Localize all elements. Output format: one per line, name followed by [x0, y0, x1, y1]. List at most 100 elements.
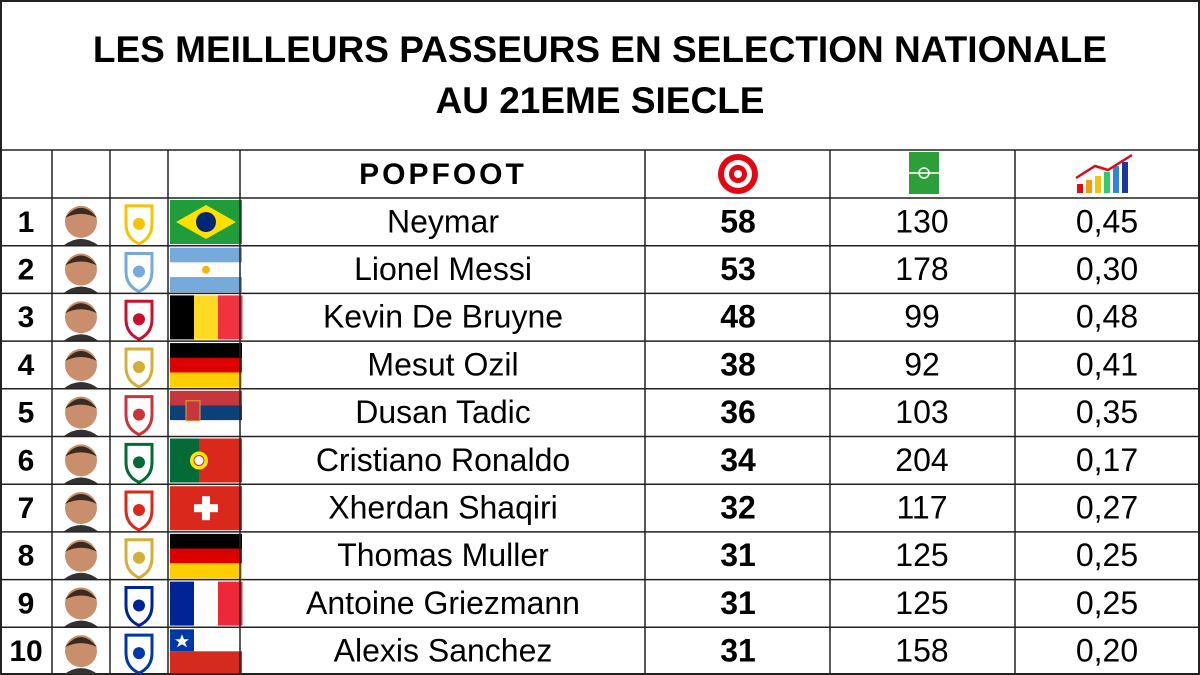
flag-stripe [170, 295, 195, 340]
flag-stripe [170, 581, 195, 626]
ratio: 0,41 [1076, 346, 1138, 382]
player-photo [63, 253, 99, 294]
ratio: 0,30 [1076, 251, 1138, 287]
federation-badge [124, 395, 154, 437]
rank: 8 [18, 540, 35, 573]
rank: 7 [18, 492, 35, 525]
player-photo [63, 301, 99, 342]
ratio: 0,17 [1076, 442, 1138, 478]
flag-stripe [170, 548, 242, 564]
flag-cross [194, 504, 218, 513]
player-photo [63, 635, 99, 675]
photo-hair [65, 255, 97, 266]
flag-disc [196, 212, 216, 232]
country-flag [170, 247, 242, 293]
flag-sun [202, 265, 210, 274]
assists: 31 [720, 585, 756, 621]
country-flag [170, 295, 243, 340]
badge-center [133, 456, 145, 469]
photo-hair [65, 398, 97, 409]
photo-shirt [63, 668, 99, 675]
caps: 204 [895, 442, 948, 478]
federation-badge [124, 490, 154, 532]
flag-stripe [170, 390, 242, 406]
photo-hair [65, 589, 97, 600]
federation-badge [124, 347, 154, 389]
target-icon [718, 154, 758, 194]
rank: 9 [18, 587, 35, 620]
federation-badge [124, 299, 154, 341]
player-photo [63, 492, 99, 533]
federation-badge [124, 538, 154, 580]
caps: 92 [904, 346, 940, 382]
player-photo [63, 348, 99, 389]
caps: 178 [895, 251, 948, 287]
country-flag [170, 343, 242, 388]
country-flag [170, 486, 242, 531]
photo-hair [65, 637, 97, 648]
federation-badge [124, 204, 154, 246]
flag-stripe [194, 295, 219, 340]
federation-badge [124, 442, 154, 485]
photo-hair [65, 303, 97, 314]
flag-stripe [170, 533, 242, 550]
photo-hair [65, 541, 97, 552]
player-photo [63, 205, 99, 246]
assists: 48 [720, 299, 756, 335]
player-name: Alexis Sanchez [334, 633, 553, 669]
badge-center [133, 313, 145, 326]
photo-hair [65, 350, 97, 361]
rank: 10 [9, 635, 42, 668]
player-name: Kevin De Bruyne [323, 299, 563, 335]
photo-shirt [63, 334, 99, 342]
flag-star [175, 634, 189, 648]
photo-shirt [63, 477, 99, 485]
rank: 6 [18, 444, 35, 477]
flag-stripe [218, 295, 243, 340]
rank: 2 [18, 253, 35, 286]
player-photo [63, 587, 99, 628]
caps: 117 [896, 490, 947, 526]
badge-center [133, 360, 145, 373]
assists: 31 [720, 633, 756, 669]
federation-badge [124, 585, 154, 628]
flag-emblem [185, 400, 201, 422]
federation-badge [124, 252, 154, 294]
ratio: 0,20 [1076, 633, 1138, 669]
flag-stripe [170, 343, 242, 359]
flag-stripe [218, 581, 243, 626]
flag-stripe [170, 420, 242, 436]
ratio: 0,48 [1076, 299, 1138, 335]
badge-center [133, 265, 145, 278]
caps: 103 [895, 394, 948, 430]
badge-center [133, 217, 145, 230]
badge-center [133, 408, 145, 421]
photo-shirt [63, 620, 99, 628]
flag-stripe [170, 372, 242, 388]
rank: 5 [18, 397, 35, 430]
photo-hair [65, 446, 97, 457]
player-name: Antoine Griezmann [306, 585, 580, 621]
ratio-icon [1075, 153, 1133, 193]
photo-shirt [63, 525, 99, 533]
flag-stripe [170, 405, 242, 421]
ratio: 0,25 [1076, 585, 1138, 621]
ratio: 0,25 [1076, 537, 1138, 573]
assists: 38 [720, 346, 756, 382]
player-name: Thomas Muller [337, 537, 549, 573]
badge-center [133, 599, 145, 612]
flag-stripe [170, 277, 242, 293]
player-name: Dusan Tadic [355, 394, 531, 430]
rank: 3 [18, 301, 35, 334]
photo-shirt [63, 572, 99, 580]
ratio: 0,45 [1076, 203, 1138, 239]
player-name: Neymar [387, 203, 499, 239]
badge-center [133, 504, 145, 517]
assists: 36 [720, 394, 756, 430]
player-name: Lionel Messi [354, 251, 532, 287]
photo-shirt [63, 286, 99, 294]
country-flag [170, 390, 242, 436]
assists: 32 [720, 490, 756, 526]
assists: 31 [720, 537, 756, 573]
flag-stripe [170, 247, 242, 263]
